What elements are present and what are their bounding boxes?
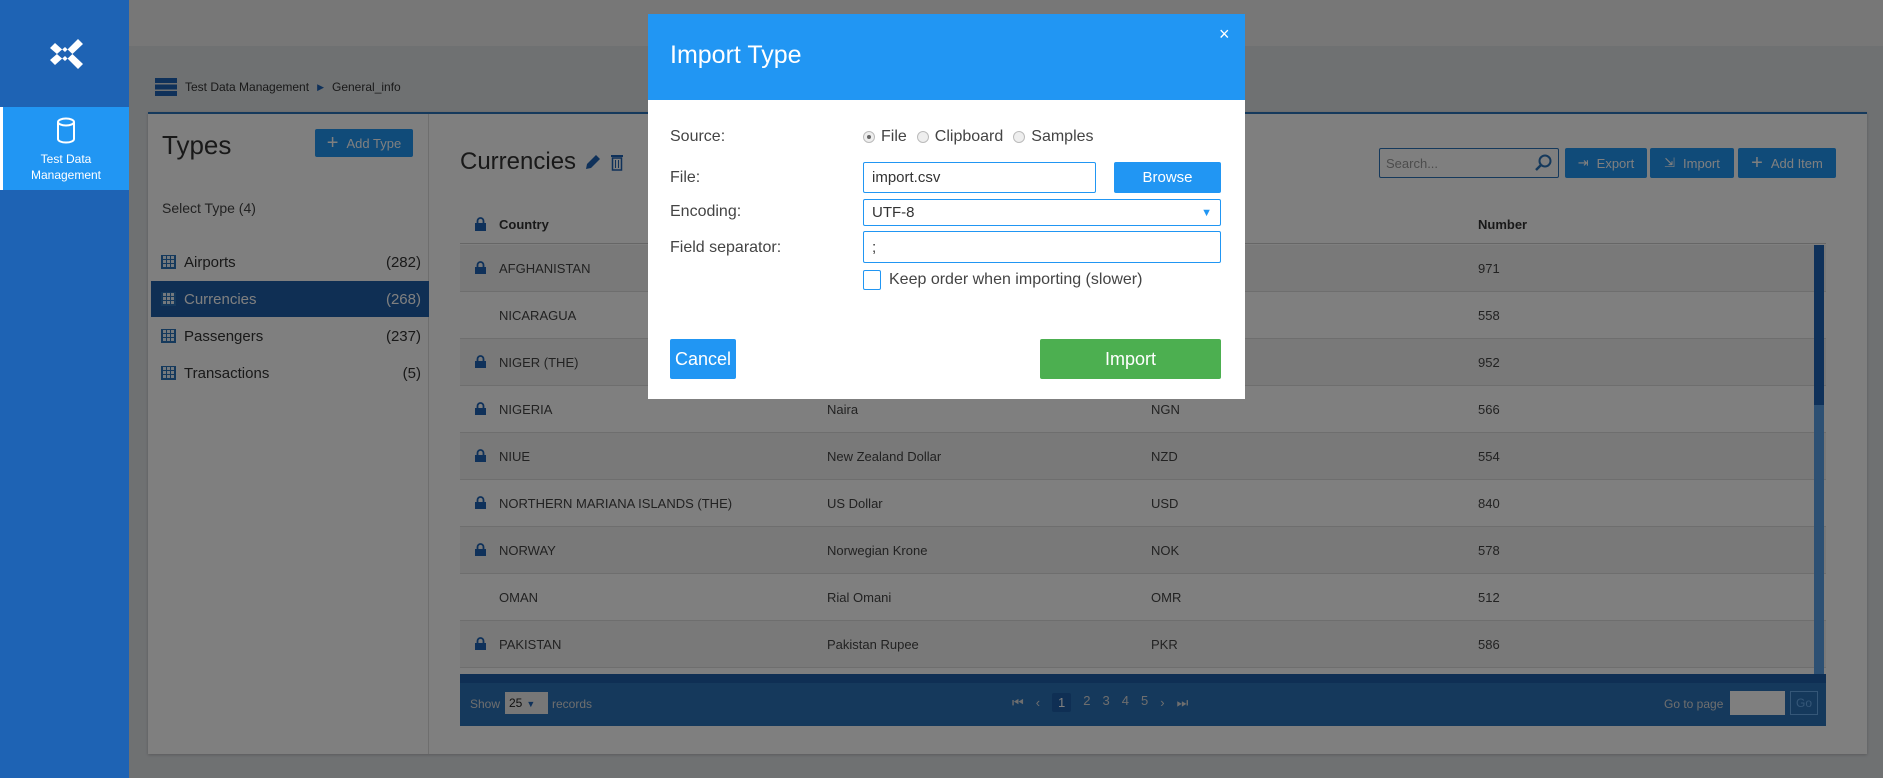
- radio-button[interactable]: [863, 131, 875, 143]
- import-confirm-button[interactable]: Import: [1040, 339, 1221, 379]
- encoding-label: Encoding:: [670, 203, 742, 220]
- browse-button[interactable]: Browse: [1114, 162, 1221, 193]
- radio-label: File: [881, 128, 907, 145]
- app-logo[interactable]: [0, 0, 129, 107]
- encoding-select[interactable]: UTF-8 ▼: [863, 199, 1221, 226]
- close-icon[interactable]: ×: [1219, 24, 1230, 44]
- source-radio-clipboard[interactable]: Clipboard: [916, 128, 1004, 146]
- checkbox[interactable]: [863, 270, 881, 290]
- separator-label: Field separator:: [670, 239, 782, 256]
- file-label: File:: [670, 169, 701, 186]
- separator-input[interactable]: ;: [863, 231, 1221, 263]
- source-radio-samples[interactable]: Samples: [1013, 128, 1094, 146]
- cancel-button[interactable]: Cancel: [670, 339, 736, 379]
- keep-order-checkbox[interactable]: Keep order when importing (slower): [863, 270, 1142, 290]
- radio-label: Samples: [1031, 128, 1094, 145]
- sidebar-item-test-data-management[interactable]: Test Data Management: [0, 107, 129, 190]
- dialog-header: Import Type ×: [648, 14, 1245, 100]
- database-icon: [57, 117, 75, 144]
- file-value: import.csv: [872, 169, 941, 186]
- encoding-value: UTF-8: [872, 204, 915, 221]
- source-label: Source:: [670, 128, 726, 145]
- radio-button[interactable]: [1013, 131, 1026, 143]
- dialog-title: Import Type: [670, 41, 802, 69]
- sidebar: Test Data Management: [0, 0, 129, 778]
- file-input[interactable]: import.csv: [863, 162, 1096, 193]
- radio-button[interactable]: [916, 131, 929, 143]
- logo-icon: [49, 38, 83, 69]
- radio-label: Clipboard: [934, 128, 1004, 145]
- import-type-dialog: Import Type × Source: File Clipboard Sam…: [648, 14, 1245, 399]
- checkbox-label: Keep order when importing (slower): [889, 271, 1143, 288]
- separator-value: ;: [872, 238, 877, 256]
- chevron-down-icon: ▼: [1201, 206, 1212, 219]
- sidebar-item-label: Test Data Management: [30, 152, 102, 182]
- source-radio-file[interactable]: File: [863, 128, 907, 146]
